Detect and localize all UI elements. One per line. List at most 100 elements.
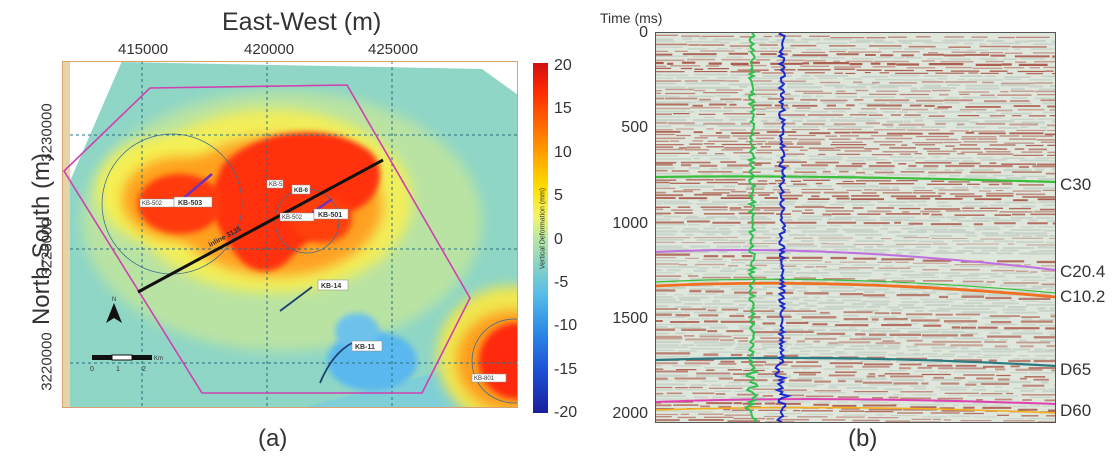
scale-unit: Km [154, 356, 163, 362]
horizon-label: D65 [1060, 360, 1092, 379]
reflection-band [655, 64, 1056, 69]
reflection-band [655, 43, 1056, 49]
reflection-band [655, 113, 1056, 117]
reflection-band [655, 377, 1056, 387]
north-arrow: N [106, 297, 122, 323]
well-label: KB-5 [269, 182, 283, 188]
reflection-band [655, 298, 1056, 310]
reflection-band [655, 238, 1056, 244]
reflection-band [655, 272, 1056, 282]
reflection-band [655, 152, 1056, 156]
reflection-band [655, 328, 1056, 339]
reflection-band [655, 206, 1056, 211]
well-label: KB-11 [355, 344, 375, 351]
time-tick-label: 1500 [612, 309, 648, 327]
reflection-band [655, 245, 1056, 250]
well-label-box [291, 184, 311, 195]
map-left-strip [62, 61, 70, 408]
horizon-label: C30 [1060, 175, 1092, 194]
well-label: KB-14 [321, 283, 341, 290]
reflection-band [655, 413, 1056, 423]
reflection-band [655, 61, 1048, 66]
colorbar-tick-label: -10 [554, 317, 578, 335]
well-label-box [471, 373, 507, 383]
reflection-band [655, 313, 1053, 324]
colorbar-tick-label: -15 [554, 360, 578, 378]
well-label: KB-801 [474, 376, 495, 382]
reflection-band [655, 370, 1049, 381]
reflection-band [655, 118, 1056, 124]
reflection-band [655, 260, 1056, 270]
scale-tick: 1 [116, 366, 120, 373]
reflection-band [655, 184, 1056, 190]
reflection-band [655, 161, 1056, 166]
reflection-band [655, 148, 1056, 154]
reflection-band [655, 154, 1056, 159]
reflection-band [655, 335, 1051, 344]
well-circle [471, 318, 518, 404]
well-label-box [317, 279, 349, 291]
reflection-band [655, 349, 1056, 361]
reflection-band [655, 92, 1056, 96]
reflection-band [655, 58, 1056, 63]
reflection-band [655, 97, 1056, 103]
well-label-box [313, 208, 349, 220]
north-label: N [112, 297, 116, 303]
well-trajectory [179, 173, 213, 202]
reflection-band [655, 214, 1054, 220]
reflection-band [655, 34, 1050, 39]
reflection-band [655, 379, 1056, 390]
colorbar [533, 63, 548, 413]
reflection-band [655, 128, 1056, 132]
x-tick-label: 425000 [368, 41, 419, 58]
y-tick-label: 3230000 [38, 103, 56, 162]
reflection-band [655, 121, 1056, 127]
colorbar-tick-label: -5 [554, 273, 569, 291]
deformation-map-svg: KB-502 KB-503 KB-5 KB-6 KB-502 KB-501 KB… [62, 61, 518, 408]
reflection-band [655, 233, 1056, 238]
colorbar-tick-label: 15 [554, 100, 572, 118]
horizon-label: C20.4 [1060, 262, 1106, 281]
reflection-band [655, 410, 1056, 420]
reflection-band [655, 340, 1056, 352]
time-tick-label: 2000 [612, 405, 648, 422]
panel-b-caption: (b) [848, 425, 878, 452]
reflection-band [655, 362, 1056, 372]
reflection-band [655, 187, 1056, 192]
scale-tick: 2 [142, 366, 146, 373]
colorbar-tick-label: 0 [554, 230, 563, 248]
well-log-blue [774, 32, 793, 423]
x-tick-label: 415000 [118, 41, 169, 58]
reflection-band [655, 172, 1047, 178]
seismic-inline [137, 158, 384, 294]
reflection-band [655, 319, 1056, 330]
grid-lines [70, 61, 518, 408]
scale-tick: 0 [90, 366, 94, 373]
reflection-band [655, 301, 1056, 312]
x-axis-title: East-West (m) [222, 8, 382, 36]
reflection-band [655, 116, 1056, 120]
reflection-band [655, 227, 1056, 232]
horizon-c10-2 [655, 281, 1056, 299]
reflection-band [655, 37, 1056, 43]
seismic-section-svg [655, 32, 1056, 423]
reflection-band [655, 265, 1056, 276]
reflection-band [655, 82, 1056, 88]
reflection-band [655, 208, 1055, 213]
reflection-band [655, 392, 1056, 402]
well-log-green [743, 32, 760, 423]
reflection-band [655, 383, 1056, 393]
reflection-band [655, 199, 1056, 204]
reflection-band [655, 67, 1054, 73]
horizon-d60 [655, 398, 1056, 405]
reflection-band [655, 316, 1056, 327]
reflection-band [655, 263, 1056, 273]
reflection-band [655, 241, 1056, 246]
time-tick-label: 1000 [612, 214, 648, 232]
colorbar-tick-label: 10 [554, 143, 572, 161]
colorbar-tick-label: 5 [554, 187, 563, 205]
y-tick-label: 3220000 [38, 332, 56, 391]
scale-bar: Km 0 1 2 [90, 354, 163, 373]
reflection-band [655, 124, 1056, 130]
reflection-band [655, 212, 1056, 217]
